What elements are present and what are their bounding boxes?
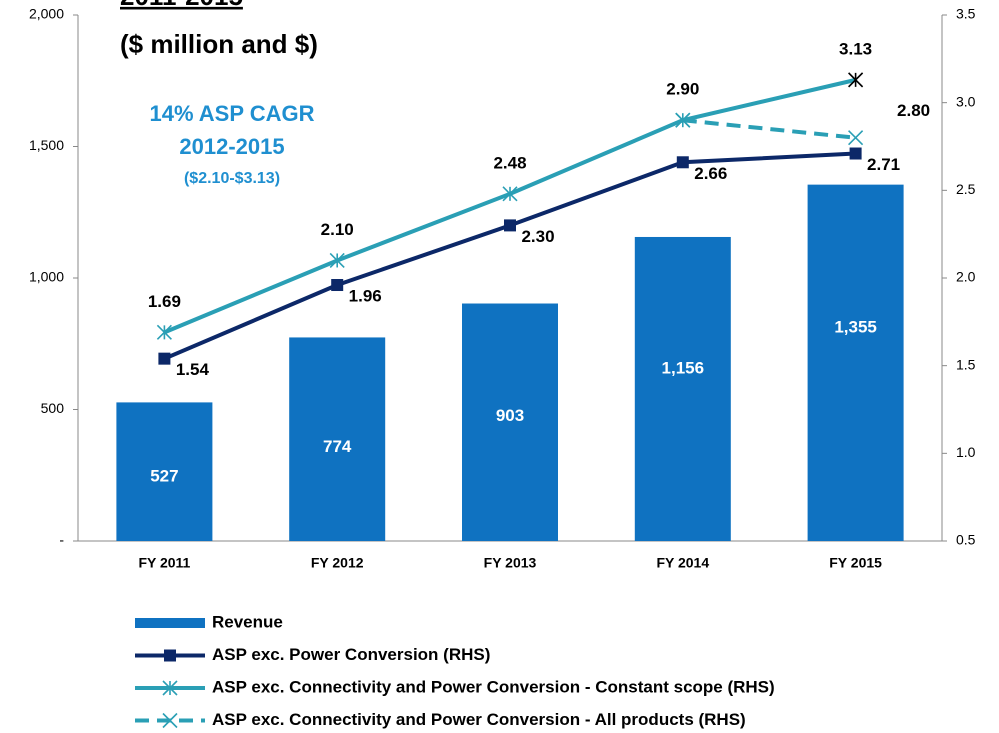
marker (502, 186, 518, 202)
legend-label: ASP exc. Power Conversion (RHS) (212, 645, 490, 664)
bar-label: 1,156 (662, 359, 705, 378)
y-tick-label: - (59, 532, 64, 548)
y2-tick-label: 2.0 (956, 269, 976, 285)
y2-tick-label: 0.5 (956, 532, 976, 548)
marker (676, 156, 689, 169)
data-label: 2.48 (493, 153, 526, 172)
chart-subtitle: ($ million and $) (120, 29, 318, 59)
marker (162, 712, 178, 729)
chart-title: 2011-2015 (120, 0, 243, 11)
y-tick-label: 1,500 (29, 137, 64, 153)
annotation: 2012-2015 (179, 134, 284, 159)
legend-label: ASP exc. Connectivity and Power Conversi… (212, 710, 746, 729)
y-tick-label: 1,000 (29, 269, 64, 285)
y2-tick-label: 1.5 (956, 356, 976, 372)
annotation: ($2.10-$3.13) (184, 170, 280, 187)
marker (329, 252, 345, 269)
data-label: 1.96 (349, 286, 382, 305)
marker (504, 219, 516, 232)
data-label: 3.13 (839, 39, 872, 58)
y-tick-label: 2,000 (29, 6, 64, 22)
data-label: 2.10 (321, 220, 354, 239)
legend-label: Revenue (212, 612, 283, 631)
y2-tick-label: 1.0 (956, 444, 976, 460)
bar (289, 337, 386, 541)
x-tick-label: FY 2011 (138, 555, 190, 571)
legend-swatch (135, 618, 205, 628)
bar (807, 184, 904, 541)
data-label: 2.90 (666, 80, 699, 99)
data-label: 1.54 (176, 360, 210, 379)
y2-tick-label: 3.0 (956, 93, 976, 109)
marker (331, 279, 344, 292)
bar (634, 236, 731, 542)
bar (116, 402, 213, 541)
data-label: 2.66 (694, 164, 727, 183)
marker (848, 72, 864, 88)
data-label: 2.30 (521, 227, 554, 246)
data-label: 2.71 (867, 155, 900, 174)
x-tick-label: FY 2012 (311, 555, 364, 571)
y2-tick-label: 3.5 (956, 6, 976, 22)
x-tick-label: FY 2013 (484, 555, 537, 571)
marker (849, 147, 862, 160)
y2-tick-label: 2.5 (956, 181, 976, 197)
y-tick-label: 500 (41, 400, 65, 416)
marker (162, 680, 178, 696)
marker (675, 112, 691, 128)
line (682, 118, 856, 140)
bar-label: 527 (150, 467, 178, 486)
bar-label: 903 (496, 406, 524, 425)
marker (156, 324, 172, 340)
marker (848, 130, 864, 146)
bar-label: 774 (323, 437, 352, 456)
bar (462, 303, 558, 541)
x-tick-label: FY 2015 (829, 555, 882, 571)
data-label: 1.69 (148, 292, 181, 311)
legend-label: ASP exc. Connectivity and Power Conversi… (212, 677, 775, 696)
x-tick-label: FY 2014 (656, 555, 709, 571)
annotation: 14% ASP CAGR (149, 101, 314, 126)
marker (164, 649, 176, 662)
data-label: 2.80 (897, 101, 930, 120)
marker (158, 352, 171, 365)
bar-label: 1,355 (834, 318, 877, 337)
